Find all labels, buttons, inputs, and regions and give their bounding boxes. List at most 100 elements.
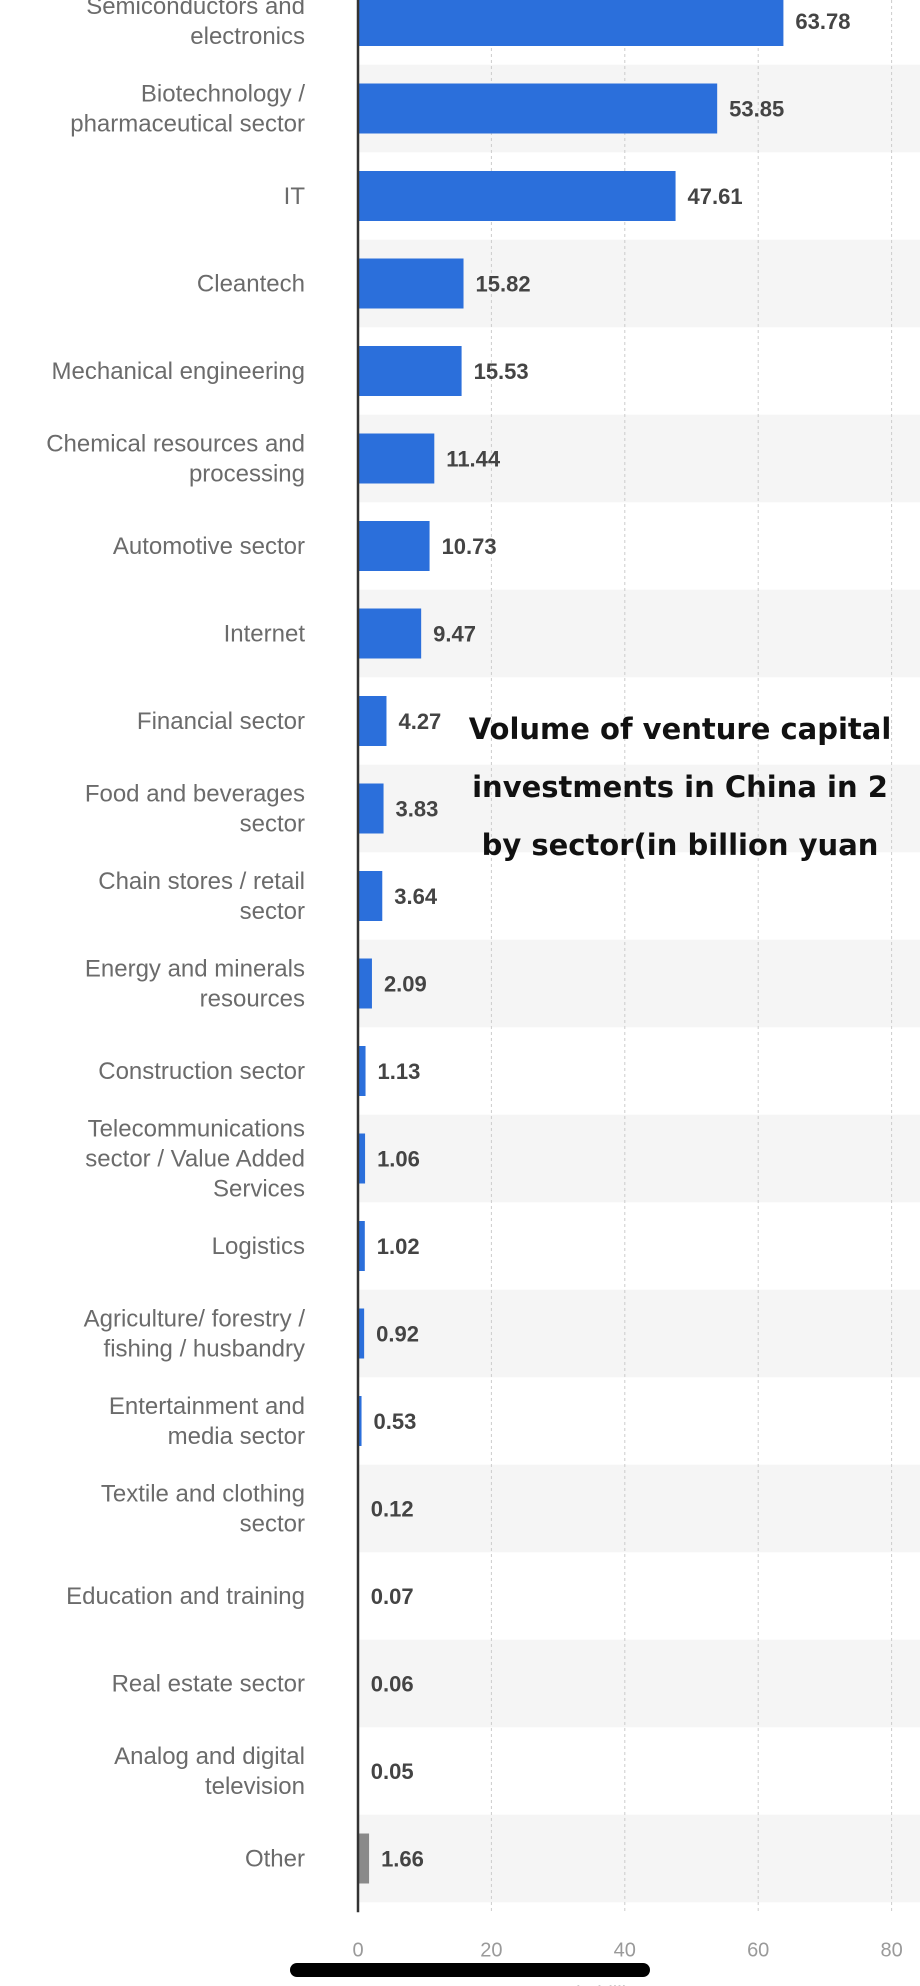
bar	[358, 521, 430, 571]
category-label: Energy and minerals	[85, 956, 305, 983]
overlay-title-line-1: Volume of venture capital	[468, 712, 892, 746]
category-label: Financial sector	[137, 708, 305, 735]
category-label: Chain stores / retail	[98, 868, 305, 895]
x-tick-label: 0	[352, 1939, 363, 1961]
value-labels: 63.78 53.85 47.61 15.82 15.53 11.44 10.73 9.47 4…	[371, 9, 851, 1872]
bar	[358, 1396, 362, 1446]
bar	[358, 1133, 366, 1184]
category-label: resources	[200, 986, 305, 1013]
bar	[358, 1308, 365, 1359]
home-indicator[interactable]	[290, 1963, 650, 1977]
category-label: fishing / husbandry	[104, 1336, 305, 1363]
category-label: Food and beverages	[85, 781, 305, 808]
row-stripe	[358, 1639, 920, 1728]
category-label: Logistics	[212, 1233, 305, 1260]
value-label: 0.07	[371, 1584, 414, 1609]
category-label: media sector	[168, 1423, 305, 1450]
value-label: 9.47	[433, 622, 476, 647]
bar	[358, 958, 372, 1009]
x-tick-label: 80	[880, 1939, 902, 1961]
value-label: 11.44	[446, 447, 501, 472]
overlay-title-line-2: investments in China in 2	[472, 770, 888, 804]
category-label: sector	[240, 811, 305, 838]
bar	[358, 1221, 365, 1271]
category-label: Semiconductors and	[86, 0, 305, 20]
category-label: Chemical resources and	[46, 431, 305, 458]
bar	[358, 0, 784, 46]
category-label: IT	[284, 183, 306, 210]
gridlines	[490, 0, 893, 1913]
overlay-title: Volume of venture capital investments in…	[380, 700, 920, 874]
bar	[358, 433, 435, 484]
category-label: sector / Value Added	[85, 1146, 305, 1173]
category-label: Internet	[224, 621, 306, 648]
value-label: 15.53	[474, 359, 529, 384]
category-label: Telecommunications	[88, 1116, 305, 1143]
value-label: 1.13	[378, 1059, 421, 1084]
category-label: Entertainment and	[109, 1393, 305, 1420]
row-stripe	[358, 1114, 920, 1203]
bar	[358, 783, 384, 834]
category-label: Real estate sector	[112, 1671, 305, 1698]
category-labels: Semiconductors and electronics Biotechnolo…	[46, 0, 305, 1873]
bar	[358, 608, 422, 659]
row-stripe	[358, 1814, 920, 1903]
category-label: Textile and clothing	[101, 1481, 305, 1508]
bar	[358, 1833, 370, 1884]
value-label: 3.64	[394, 884, 438, 909]
category-label: Cleantech	[197, 271, 305, 298]
category-label: electronics	[190, 23, 305, 50]
value-label: 1.06	[377, 1147, 420, 1172]
bars	[358, 0, 784, 1884]
value-label: 47.61	[688, 184, 743, 209]
category-label: Mechanical engineering	[52, 358, 306, 385]
value-label: 3.83	[396, 797, 439, 822]
value-label: 1.66	[381, 1847, 424, 1872]
row-stripe	[358, 764, 920, 853]
bar	[358, 871, 383, 921]
row-stripe	[358, 939, 920, 1028]
value-label: 0.05	[371, 1759, 414, 1784]
category-label: Biotechnology /	[141, 81, 305, 108]
value-label: 0.92	[376, 1322, 419, 1347]
category-label: television	[205, 1773, 305, 1800]
x-tick-label: 40	[614, 1939, 636, 1961]
overlay-title-line-3: by sector(in billion yuan	[481, 828, 879, 862]
value-label: 10.73	[442, 534, 497, 559]
row-stripe	[358, 414, 920, 503]
category-label: pharmaceutical sector	[70, 111, 305, 138]
category-label: Education and training	[66, 1583, 305, 1610]
value-label: 0.12	[371, 1497, 414, 1522]
row-stripes	[358, 64, 920, 1903]
category-label: Other	[245, 1846, 305, 1873]
value-label: 2.09	[384, 972, 427, 997]
x-axis: 0 20 40 60 80 Investments in billion yuan	[352, 0, 903, 1986]
value-label: 4.27	[398, 709, 441, 734]
bar	[358, 83, 718, 134]
row-stripe	[358, 1289, 920, 1378]
category-label: processing	[189, 461, 305, 488]
value-label: 0.06	[371, 1672, 414, 1697]
value-label: 15.82	[476, 272, 531, 297]
category-label: sector	[240, 1511, 305, 1538]
category-label: Automotive sector	[113, 533, 305, 560]
category-label: Services	[213, 1176, 305, 1203]
row-stripe	[358, 589, 920, 678]
bar	[358, 696, 387, 746]
category-label: Analog and digital	[114, 1743, 305, 1770]
value-label: 53.85	[729, 97, 784, 122]
row-stripe	[358, 1464, 920, 1553]
category-label: Agriculture/ forestry /	[84, 1306, 306, 1333]
bar	[358, 346, 462, 396]
category-label: sector	[240, 898, 305, 925]
x-tick-label: 20	[480, 1939, 502, 1961]
value-label: 0.53	[374, 1409, 417, 1434]
value-label: 1.02	[377, 1234, 420, 1259]
value-label: 63.78	[795, 9, 850, 34]
bar	[358, 1046, 366, 1096]
x-tick-label: 60	[747, 1939, 769, 1961]
bar	[358, 171, 676, 221]
x-axis-title: Investments in billion yuan	[463, 1983, 698, 1986]
